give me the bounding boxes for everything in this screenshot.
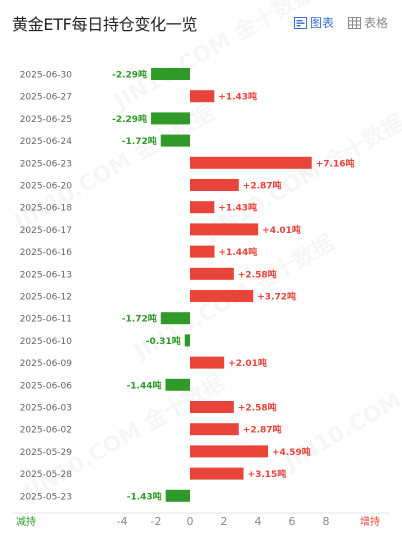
date-label: 2025-06-30 [20, 71, 73, 81]
bar [190, 445, 269, 458]
bar [190, 90, 215, 103]
value-label: +1.43吨 [218, 202, 257, 214]
bar [190, 245, 215, 258]
value-label: -0.31吨 [146, 335, 181, 347]
value-label: -1.72吨 [122, 313, 157, 325]
bar [190, 356, 225, 369]
value-label: +1.44吨 [218, 246, 257, 258]
bar [190, 179, 239, 191]
x-tick-label: -4 [117, 515, 128, 528]
date-label: 2025-06-25 [20, 115, 72, 125]
date-label: 2025-06-12 [20, 293, 72, 303]
bar [160, 312, 190, 325]
value-label: +4.01吨 [262, 224, 301, 236]
value-label: +2.58吨 [238, 402, 277, 414]
value-label: -1.44吨 [127, 379, 162, 391]
date-label: 2025-06-13 [20, 270, 72, 280]
date-label: 2025-06-18 [20, 204, 73, 214]
date-label: 2025-06-02 [20, 426, 72, 436]
date-label: 2025-05-23 [20, 492, 72, 502]
x-axis-label-left: 减持 [16, 515, 36, 528]
bar [151, 112, 190, 125]
tab-table[interactable]: 表格 [348, 14, 388, 31]
x-tick-label: 8 [323, 515, 330, 528]
x-tick-label: 0 [187, 515, 194, 528]
value-label: +3.72吨 [257, 291, 296, 303]
value-label: +1.43吨 [218, 91, 257, 103]
table-icon [348, 16, 361, 29]
value-label: +7.16吨 [316, 157, 355, 169]
date-label: 2025-06-03 [20, 404, 72, 414]
value-label: -1.43吨 [127, 490, 162, 502]
date-label: 2025-06-17 [20, 226, 72, 236]
date-label: 2025-05-29 [20, 448, 73, 458]
bar [184, 334, 190, 347]
tab-chart[interactable]: 图表 [294, 14, 334, 31]
date-label: 2025-06-24 [20, 137, 73, 147]
x-tick-label: -2 [151, 515, 162, 528]
bar [190, 223, 259, 236]
tab-chart-label: 图表 [310, 16, 335, 30]
bar [165, 378, 190, 391]
bar [190, 401, 234, 413]
bar [190, 156, 312, 169]
value-label: +3.15吨 [248, 468, 287, 480]
date-label: 2025-05-28 [20, 470, 73, 480]
date-label: 2025-06-06 [20, 381, 73, 391]
date-label: 2025-06-11 [20, 315, 72, 325]
bar [151, 68, 190, 80]
bar [190, 467, 244, 480]
x-axis-label-right: 增持 [360, 515, 380, 528]
bar [165, 489, 190, 502]
date-label: 2025-06-09 [20, 359, 73, 369]
value-label: +2.87吨 [243, 424, 282, 436]
value-label: +2.01吨 [228, 357, 267, 369]
date-label: 2025-06-27 [20, 93, 72, 103]
x-tick-label: 4 [255, 515, 262, 528]
value-label: -1.72吨 [122, 135, 157, 147]
value-label: +4.59吨 [272, 446, 311, 458]
value-label: -2.29吨 [112, 113, 147, 125]
x-tick-label: 6 [289, 515, 296, 528]
date-label: 2025-06-16 [20, 248, 73, 258]
bar [190, 201, 215, 214]
date-label: 2025-06-10 [20, 337, 73, 347]
value-label: -2.29吨 [112, 69, 147, 81]
bar [190, 290, 254, 302]
bar [190, 423, 239, 436]
bar [190, 267, 234, 280]
value-label: +2.87吨 [243, 180, 282, 192]
tab-table-label: 表格 [364, 16, 389, 30]
bar [160, 134, 190, 147]
date-label: 2025-06-23 [20, 159, 72, 169]
page-title: 黄金ETF每日持仓变化一览 [12, 15, 198, 34]
date-label: 2025-06-20 [20, 182, 73, 192]
chart-icon [294, 16, 307, 29]
value-label: +2.58吨 [238, 268, 277, 280]
x-tick-label: 2 [221, 515, 228, 528]
